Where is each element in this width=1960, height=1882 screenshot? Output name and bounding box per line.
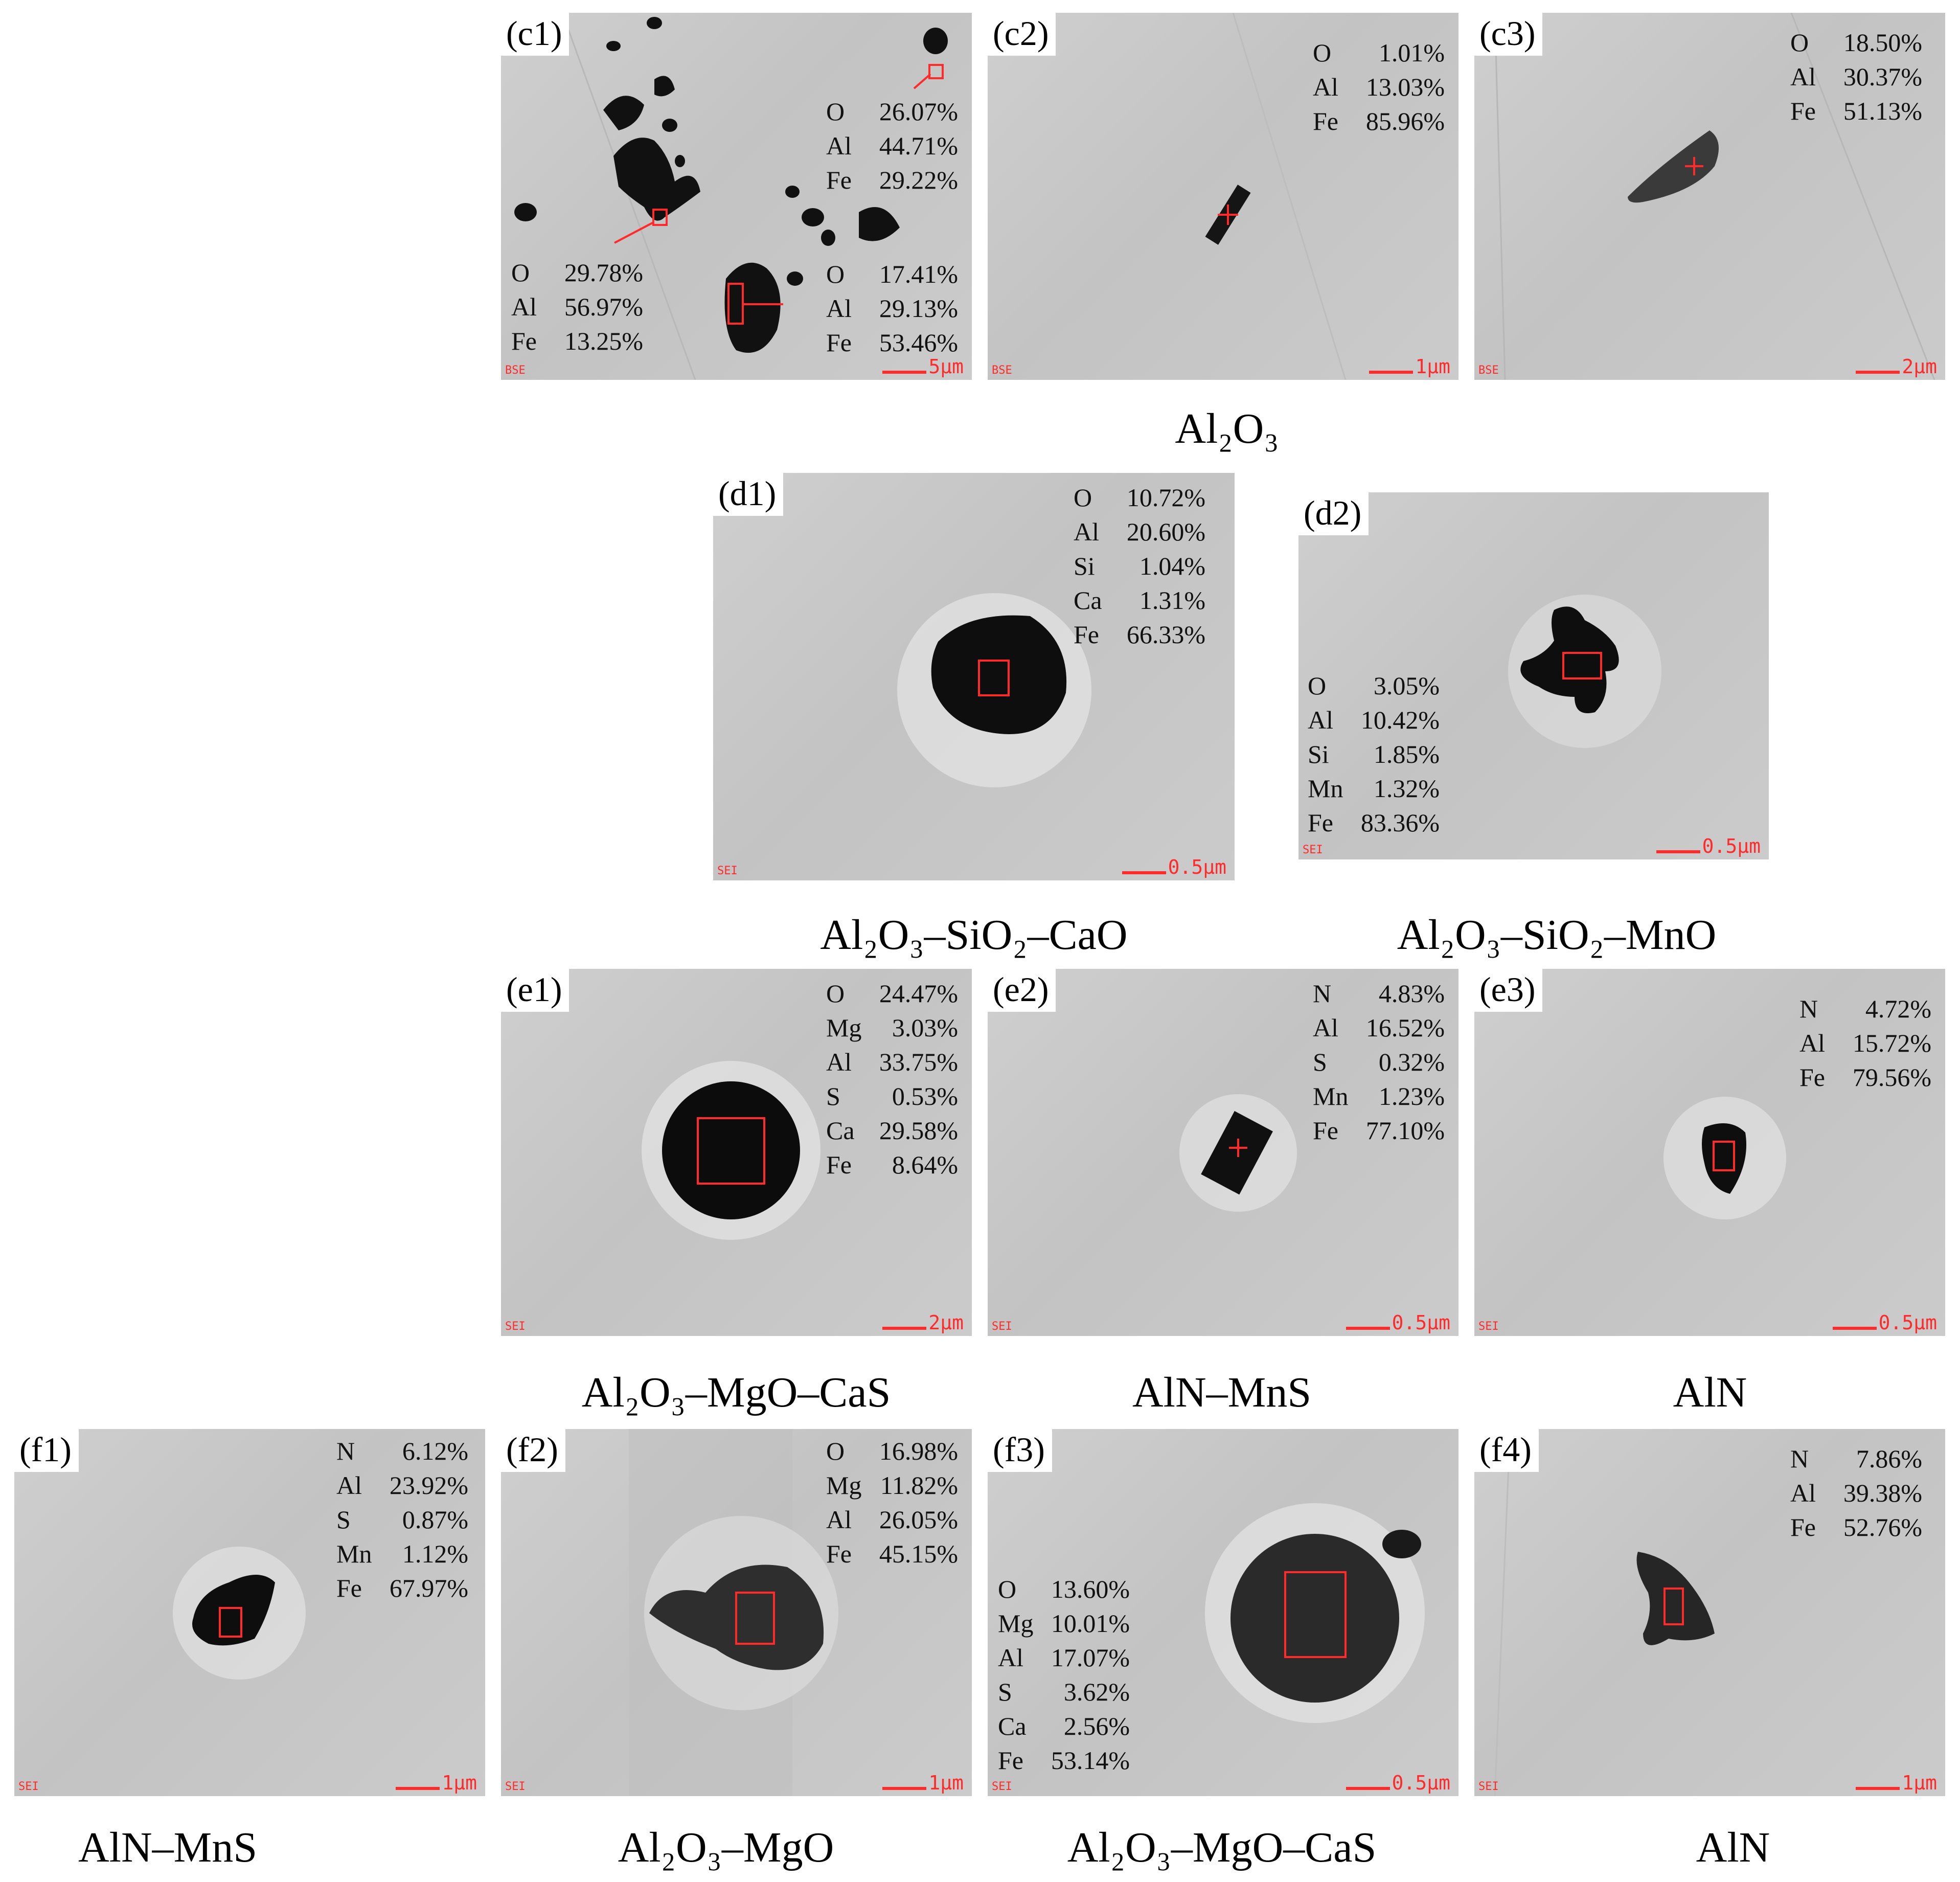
scale-bar: 0.5μm [1122, 857, 1226, 877]
panel-c1: (c1) O 26.07% Al 44.71% Fe 29.22% O 29.78% A… [501, 13, 972, 380]
scale-bar: 0.5μm [1832, 1312, 1937, 1333]
panel-f4: (f4) N 7.86% Al 39.38% Fe 52.76% SEI 1μm [1474, 1429, 1945, 1796]
micrograph-f1 [173, 1547, 306, 1680]
composition-c1-top: O 26.07% Al 44.71% Fe 29.22% [826, 97, 958, 194]
caption-d1: Al₂O₃–SiO₂–CaO [820, 911, 1128, 959]
scale-bar: 1μm [1369, 356, 1450, 377]
detector-mode: SEI [1478, 1780, 1499, 1793]
micrograph-d2 [1508, 595, 1661, 748]
panel-label: (c3) [1474, 13, 1543, 56]
micrograph-e3 [1663, 1097, 1786, 1219]
caption-f3: Al₂O₃–MgO–CaS [1067, 1824, 1377, 1871]
caption-f4: AlN [1696, 1824, 1770, 1871]
micrograph-c3 [1494, 13, 1935, 380]
micrograph-f3 [1205, 1503, 1425, 1723]
micrograph-d1 [897, 593, 1091, 787]
panel-label: (d2) [1298, 492, 1369, 535]
detector-mode: BSE [1478, 364, 1499, 377]
micrograph-c1 [514, 13, 948, 380]
panel-label: (e2) [988, 969, 1056, 1012]
panel-d1: (d1) O 10.72% Al 20.60% Si 1.04% Ca 1.31% Fe… [713, 473, 1235, 880]
micrograph-e2 [1179, 1094, 1297, 1212]
panel-label: (c1) [501, 13, 569, 56]
caption-d2: Al₂O₃–SiO₂–MnO [1397, 911, 1717, 959]
detector-mode: SEI [992, 1780, 1012, 1793]
composition-c1-right: O 17.41% Al 29.13% Fe 53.46% [826, 260, 958, 357]
composition-c3: O 18.50% Al 30.37% Fe 51.13% [1790, 28, 1922, 125]
panel-e1: (e1) O 24.47% Mg 3.03% Al 33.75% S 0.53% Ca 2… [501, 969, 972, 1336]
composition-d1: O 10.72% Al 20.60% Si 1.04% Ca 1.31% Fe 66.33… [1074, 483, 1205, 649]
micrograph-c2 [1205, 13, 1347, 380]
detector-mode: BSE [992, 364, 1012, 377]
panel-label: (f2) [501, 1429, 565, 1472]
detector-mode: SEI [505, 1780, 526, 1793]
composition-f2: O 16.98% Mg 11.82% Al 26.05% Fe 45.15% [826, 1437, 958, 1568]
detector-mode: SEI [505, 1320, 526, 1333]
panel-label: (f4) [1474, 1429, 1539, 1472]
composition-d2: O 3.05% Al 10.42% Si 1.85% Mn 1.32% Fe 83.36% [1308, 671, 1440, 837]
panel-label: (e3) [1474, 969, 1543, 1012]
detector-mode: SEI [18, 1780, 39, 1793]
panel-c2: (c2) O 1.01% Al 13.03% Fe 85.96% BSE 1μm [988, 13, 1458, 380]
caption-f1: AlN–MnS [78, 1824, 258, 1871]
panel-f1: (f1) N 6.12% Al 23.92% S 0.87% Mn 1.12% Fe 67… [14, 1429, 485, 1796]
scale-bar: 1μm [396, 1773, 477, 1793]
scale-bar: 0.5μm [1346, 1312, 1450, 1333]
composition-c2: O 1.01% Al 13.03% Fe 85.96% [1313, 38, 1445, 135]
composition-f3: O 13.60% Mg 10.01% Al 17.07% S 3.62% Ca 2.56%… [998, 1575, 1130, 1775]
panel-e3: (e3) N 4.72% Al 15.72% Fe 79.56% SEI 0.5μm [1474, 969, 1945, 1336]
caption-e3: AlN [1673, 1369, 1747, 1416]
detector-mode: SEI [1478, 1320, 1499, 1333]
caption-e1: Al₂O₃–MgO–CaS [581, 1369, 891, 1416]
scale-bar: 1μm [1856, 1773, 1937, 1793]
micrograph-f4 [1494, 1429, 1715, 1796]
panel-d2: (d2) O 3.05% Al 10.42% Si 1.85% Mn 1.32% Fe 8… [1298, 492, 1769, 859]
scale-bar: 2μm [1856, 356, 1937, 377]
scale-bar: 1μm [882, 1773, 964, 1793]
detector-mode: SEI [992, 1320, 1012, 1333]
caption-f2: Al₂O₃–MgO [618, 1824, 834, 1871]
caption-c: Al₂O₃ [1175, 405, 1279, 452]
composition-c1-left: O 29.78% Al 56.97% Fe 13.25% [511, 258, 643, 355]
panel-label: (c2) [988, 13, 1056, 56]
composition-e3: N 4.72% Al 15.72% Fe 79.56% [1799, 994, 1931, 1092]
scale-bar: 0.5μm [1656, 836, 1761, 856]
detector-mode: SEI [1303, 844, 1323, 856]
detector-mode: SEI [717, 865, 738, 877]
panel-label: (f3) [988, 1429, 1052, 1472]
panel-f2: (f2) O 16.98% Mg 11.82% Al 26.05% Fe 45.15% … [501, 1429, 972, 1796]
panel-label: (e1) [501, 969, 569, 1012]
scale-bar: 5μm [882, 356, 964, 377]
panel-e2: (e2) N 4.83% Al 16.52% S 0.32% Mn 1.23% Fe 77… [988, 969, 1458, 1336]
scale-bar: 2μm [882, 1312, 964, 1333]
caption-e2: AlN–MnS [1132, 1369, 1312, 1416]
micrograph-f2 [629, 1429, 838, 1796]
composition-f1: N 6.12% Al 23.92% S 0.87% Mn 1.12% Fe 67.97% [336, 1437, 468, 1602]
panel-label: (f1) [14, 1429, 79, 1472]
scale-bar: 0.5μm [1346, 1773, 1450, 1793]
micrograph-e1 [642, 1061, 821, 1240]
composition-f4: N 7.86% Al 39.38% Fe 52.76% [1790, 1444, 1922, 1541]
composition-e2: N 4.83% Al 16.52% S 0.32% Mn 1.23% Fe 77.10% [1313, 979, 1445, 1145]
composition-e1: O 24.47% Mg 3.03% Al 33.75% S 0.53% Ca 29.58%… [826, 979, 958, 1179]
panel-label: (d1) [713, 473, 784, 516]
panel-f3: (f3) O 13.60% Mg 10.01% Al 17.07% S 3.62% Ca… [988, 1429, 1458, 1796]
panel-c3: (c3) O 18.50% Al 30.37% Fe 51.13% BSE 2μm [1474, 13, 1945, 380]
detector-mode: BSE [505, 364, 526, 377]
